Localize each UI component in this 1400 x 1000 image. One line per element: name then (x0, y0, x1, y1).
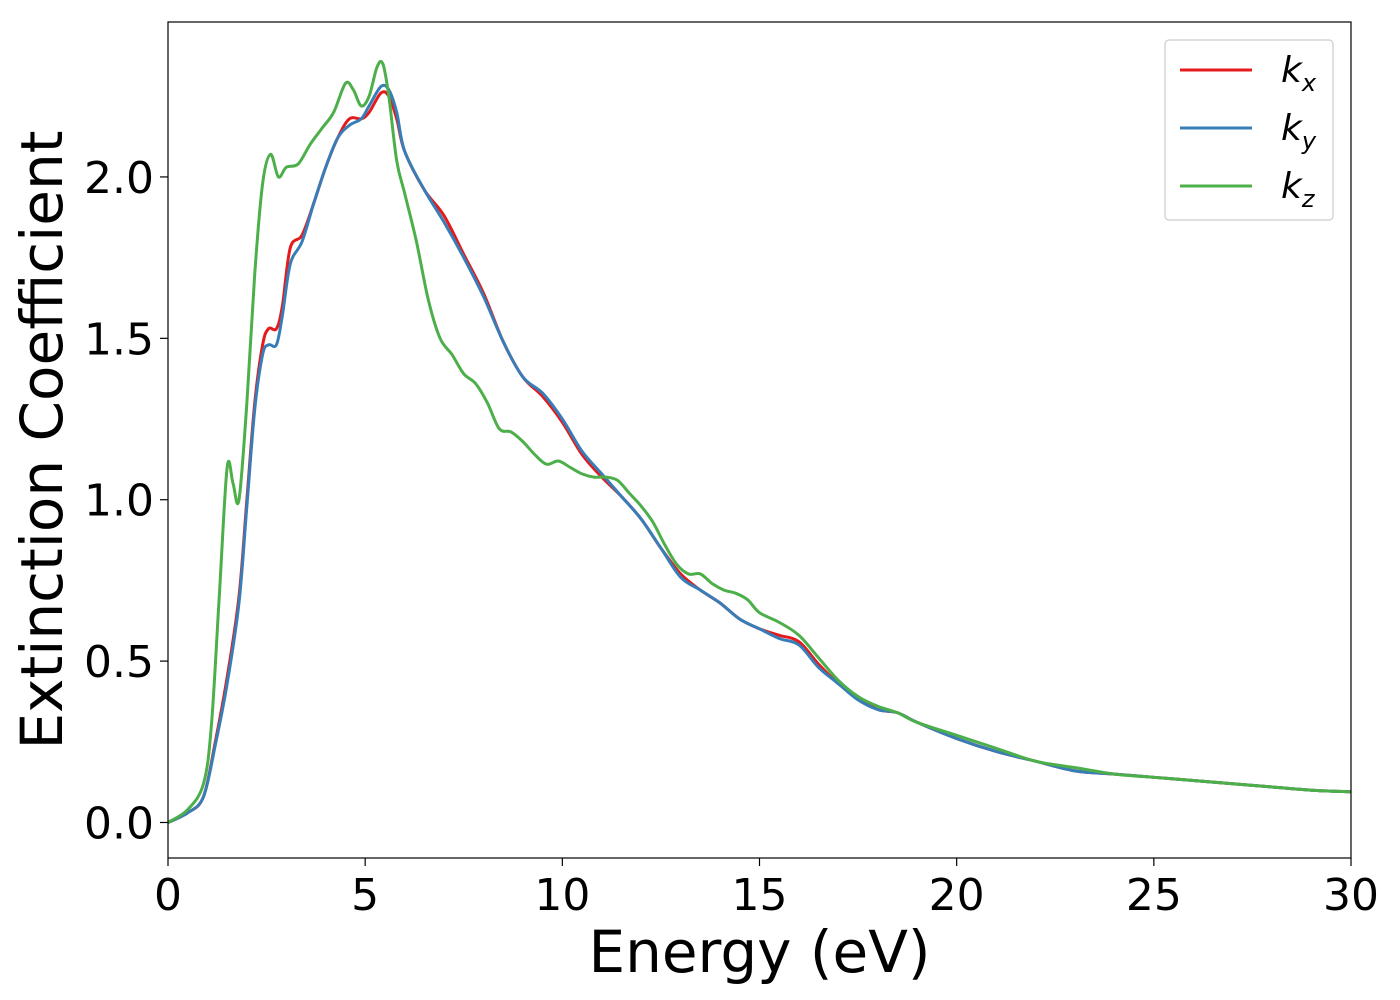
y-tick-label: 1.0 (84, 476, 154, 527)
x-axis: 0 5 10 15 20 25 30 (154, 858, 1379, 921)
series-line-kz (168, 59, 1351, 824)
x-tick-label: 5 (351, 870, 379, 921)
x-tick-label: 20 (929, 870, 985, 921)
series-line-ky (168, 83, 1351, 824)
x-tick-label: 25 (1126, 870, 1182, 921)
x-tick-label: 15 (732, 870, 788, 921)
x-axis-title: Energy (eV) (588, 918, 930, 986)
y-axis: 0.0 0.5 1.0 1.5 2.0 (84, 153, 168, 849)
legend-label-ky: ky (1281, 108, 1317, 155)
series-layer (168, 59, 1351, 824)
x-tick-label: 10 (534, 870, 590, 921)
y-tick-label: 0.0 (84, 798, 154, 849)
x-tick-label: 30 (1323, 870, 1379, 921)
x-tick-label: 0 (154, 870, 182, 921)
y-tick-label: 0.5 (84, 637, 154, 688)
y-axis-title: Extinction Coefficient (8, 131, 76, 750)
y-tick-label: 2.0 (84, 153, 154, 204)
legend-label-kx: kx (1281, 50, 1317, 97)
legend-box (1164, 39, 1334, 221)
y-tick-label: 1.5 (84, 314, 154, 365)
